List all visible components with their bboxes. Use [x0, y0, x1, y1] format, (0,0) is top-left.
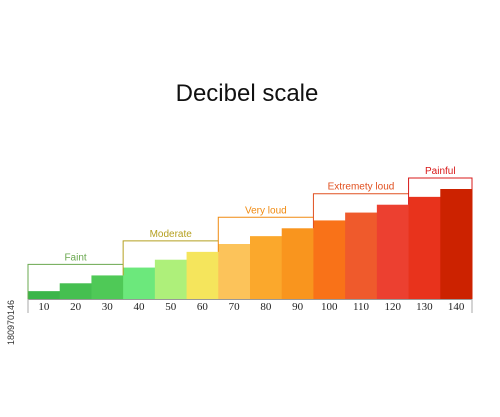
tick-label-50: 50	[165, 301, 177, 313]
tick-label-60: 60	[197, 301, 209, 313]
group-label-moderate: Moderate	[150, 229, 193, 240]
tick-label-80: 80	[260, 301, 272, 313]
bar-40	[123, 267, 156, 299]
bracket-faint	[27, 263, 124, 299]
x-axis: 10 20 30 40 50 60 70 80 90 100 110 120 130 140	[27, 299, 473, 313]
tick-label-20: 20	[70, 301, 82, 313]
group-label-very-loud: Very loud	[245, 205, 287, 216]
bar-140	[440, 189, 473, 299]
group-label-painful: Painful	[425, 166, 456, 177]
bar-100	[313, 220, 346, 299]
bars-layer	[28, 189, 473, 299]
bracket-very-loud	[217, 216, 314, 252]
bar-50	[154, 259, 188, 299]
tick-label-40: 40	[134, 301, 146, 313]
group-label-faint: Faint	[64, 252, 86, 263]
bar-70	[218, 244, 251, 299]
group-brackets: Faint Moderate Very loud Extremety loud Pain…	[27, 166, 473, 299]
bar-80	[250, 236, 283, 299]
group-label-extremety-loud: Extremety loud	[328, 182, 395, 193]
tick-label-140: 140	[448, 301, 465, 313]
tick-label-100: 100	[321, 301, 338, 313]
tick-label-120: 120	[384, 301, 401, 313]
tick-label-70: 70	[229, 301, 241, 313]
bar-130	[408, 196, 441, 299]
image-id-text: 180970146	[6, 300, 16, 345]
bracket-painful	[408, 177, 473, 205]
bar-30	[91, 275, 124, 299]
tick-label-110: 110	[353, 301, 370, 313]
bar-10	[28, 291, 61, 299]
bar-110	[345, 212, 378, 299]
tick-label-90: 90	[292, 301, 304, 313]
bar-90	[281, 228, 314, 299]
chart-title: Decibel scale	[176, 80, 319, 107]
bracket-extremety-loud	[312, 193, 409, 229]
tick-label-10: 10	[38, 301, 50, 313]
bracket-moderate	[122, 240, 219, 276]
tick-label-130: 130	[416, 301, 433, 313]
bar-20	[59, 283, 92, 299]
tick-label-30: 30	[102, 301, 114, 313]
bar-120	[376, 204, 410, 299]
bar-60	[186, 251, 219, 299]
